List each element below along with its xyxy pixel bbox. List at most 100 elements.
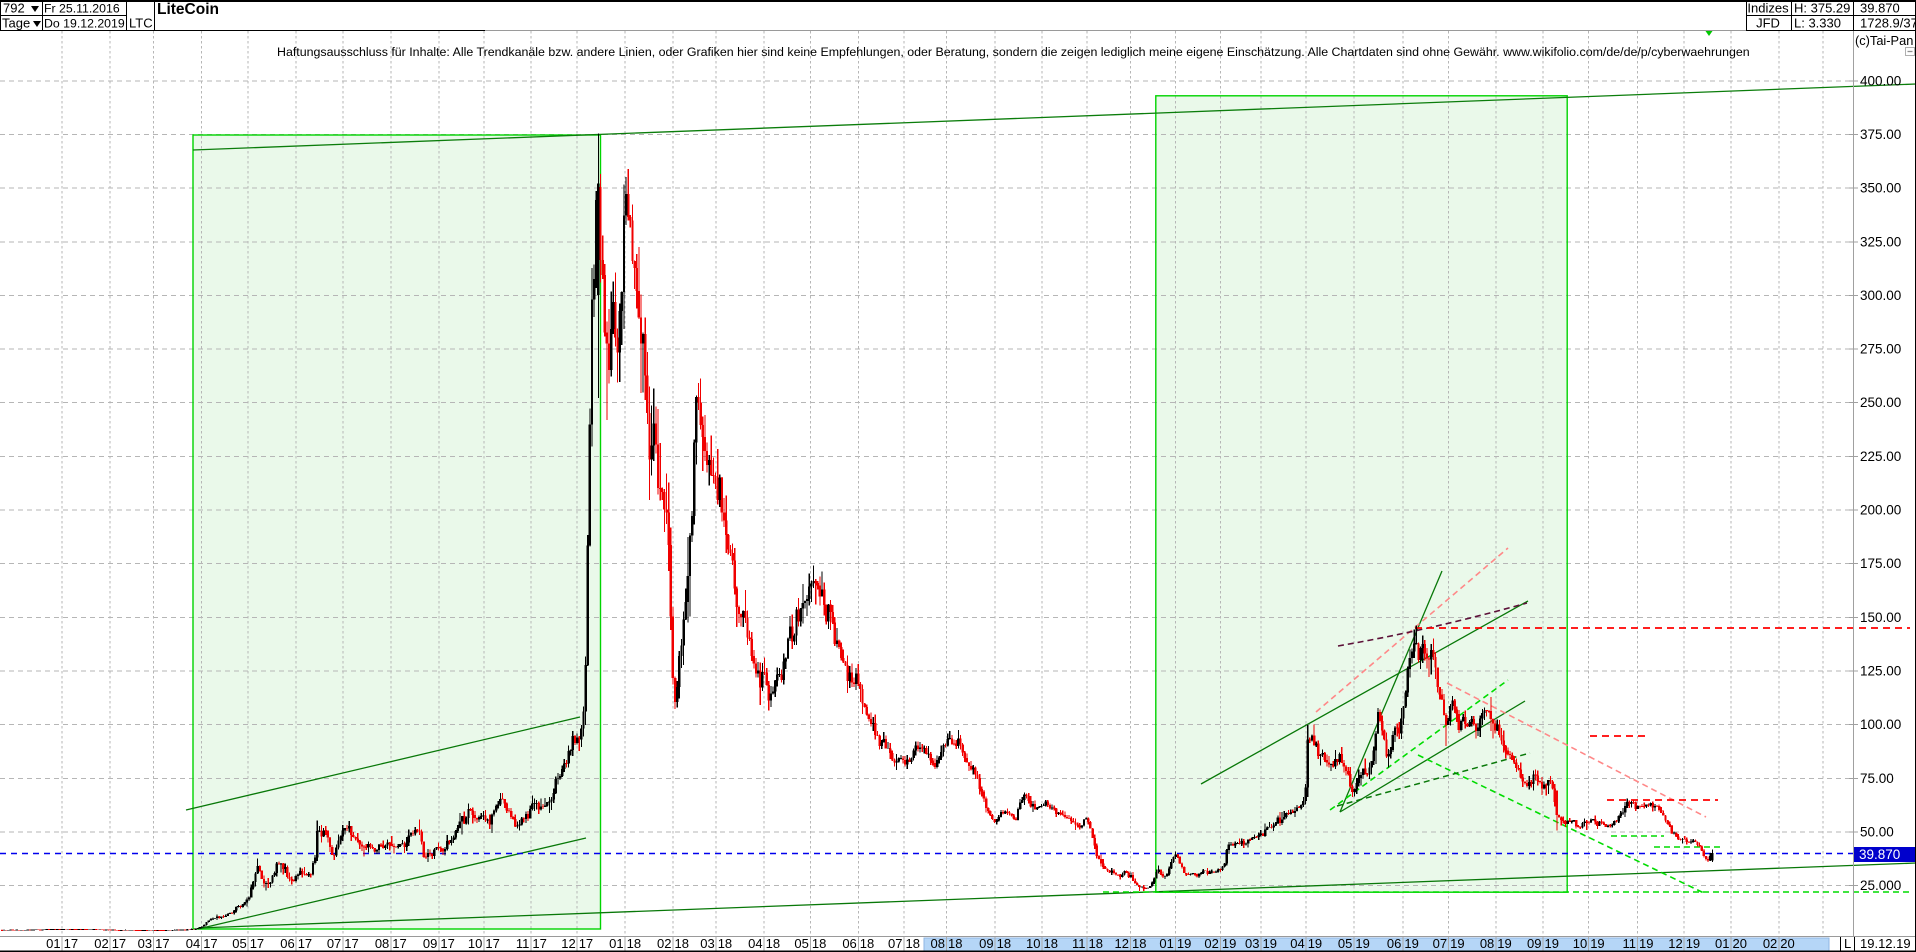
svg-text:01: 01 (1715, 936, 1729, 951)
svg-text:150.00: 150.00 (1860, 610, 1901, 625)
svg-text:05: 05 (1338, 936, 1352, 951)
svg-text:09: 09 (1527, 936, 1541, 951)
svg-text:792: 792 (3, 1, 25, 16)
svg-text:19: 19 (1222, 936, 1236, 951)
svg-text:19: 19 (1263, 936, 1277, 951)
svg-text:17: 17 (440, 936, 454, 951)
svg-text:LTC: LTC (129, 16, 153, 31)
svg-text:18: 18 (906, 936, 920, 951)
svg-text:18: 18 (948, 936, 962, 951)
svg-text:19: 19 (1450, 936, 1464, 951)
svg-text:11: 11 (1072, 936, 1086, 951)
svg-text:Haftungsausschluss für Inhalte: Haftungsausschluss für Inhalte: Alle Tre… (277, 45, 1750, 59)
svg-text:17: 17 (203, 936, 217, 951)
svg-text:17: 17 (112, 936, 126, 951)
svg-text:18: 18 (860, 936, 874, 951)
svg-text:19: 19 (1497, 936, 1511, 951)
svg-text:325.00: 325.00 (1860, 234, 1901, 249)
svg-text:18: 18 (1089, 936, 1103, 951)
svg-text:18: 18 (1132, 936, 1146, 951)
svg-text:25.000: 25.000 (1860, 878, 1901, 893)
svg-text:39.870: 39.870 (1859, 847, 1900, 862)
svg-text:19: 19 (1308, 936, 1322, 951)
svg-text:400.00: 400.00 (1860, 73, 1901, 88)
svg-text:05: 05 (232, 936, 246, 951)
svg-text:100.00: 100.00 (1860, 717, 1901, 732)
svg-text:02: 02 (94, 936, 108, 951)
svg-text:17: 17 (485, 936, 499, 951)
svg-text:18: 18 (1044, 936, 1058, 951)
svg-text:275.00: 275.00 (1860, 342, 1901, 357)
svg-text:01: 01 (46, 936, 60, 951)
svg-text:12: 12 (1115, 936, 1129, 951)
svg-text:75.00: 75.00 (1860, 771, 1894, 786)
svg-text:19.12.19: 19.12.19 (1860, 936, 1911, 951)
svg-text:09: 09 (423, 936, 437, 951)
svg-text:06: 06 (1387, 936, 1401, 951)
svg-text:11: 11 (516, 936, 530, 951)
svg-text:05: 05 (794, 936, 808, 951)
svg-text:250.00: 250.00 (1860, 395, 1901, 410)
svg-text:19: 19 (1639, 936, 1653, 951)
svg-text:20: 20 (1733, 936, 1747, 951)
svg-text:07: 07 (888, 936, 902, 951)
svg-text:09: 09 (979, 936, 993, 951)
svg-text:03: 03 (1245, 936, 1259, 951)
svg-text:(c)Tai-Pan: (c)Tai-Pan (1855, 33, 1913, 48)
svg-text:12: 12 (1668, 936, 1682, 951)
svg-text:18: 18 (675, 936, 689, 951)
svg-text:07: 07 (1433, 936, 1447, 951)
svg-text:19: 19 (1404, 936, 1418, 951)
svg-text:10: 10 (468, 936, 482, 951)
svg-text:07: 07 (327, 936, 341, 951)
svg-text:08: 08 (375, 936, 389, 951)
svg-text:L: L (1844, 936, 1851, 951)
svg-text:Indizes: Indizes (1747, 1, 1789, 16)
svg-text:03: 03 (138, 936, 152, 951)
svg-text:39.870: 39.870 (1860, 1, 1900, 16)
svg-text:Fr 25.11.2016: Fr 25.11.2016 (44, 2, 120, 16)
svg-text:12: 12 (561, 936, 575, 951)
svg-text:08: 08 (1480, 936, 1494, 951)
svg-text:LiteCoin: LiteCoin (157, 1, 219, 18)
svg-text:225.00: 225.00 (1860, 449, 1901, 464)
svg-text:18: 18 (766, 936, 780, 951)
svg-text:19: 19 (1686, 936, 1700, 951)
svg-text:18: 18 (997, 936, 1011, 951)
svg-text:200.00: 200.00 (1860, 503, 1901, 518)
svg-text:04: 04 (748, 936, 762, 951)
svg-text:18: 18 (718, 936, 732, 951)
svg-text:10: 10 (1026, 936, 1040, 951)
svg-text:Tage: Tage (2, 16, 30, 31)
svg-text:17: 17 (532, 936, 546, 951)
svg-text:04: 04 (186, 936, 200, 951)
svg-text:17: 17 (344, 936, 358, 951)
svg-text:01: 01 (609, 936, 623, 951)
svg-text:03: 03 (700, 936, 714, 951)
svg-text:08: 08 (931, 936, 945, 951)
svg-text:JFD: JFD (1756, 16, 1780, 31)
svg-text:17: 17 (298, 936, 312, 951)
svg-text:Do 19.12.2019: Do 19.12.2019 (44, 17, 125, 31)
svg-text:19: 19 (1590, 936, 1604, 951)
svg-text:L: 3.330: L: 3.330 (1794, 16, 1841, 31)
svg-text:20: 20 (1780, 936, 1794, 951)
svg-text:350.00: 350.00 (1860, 181, 1901, 196)
svg-text:06: 06 (842, 936, 856, 951)
svg-text:1728.9/377: 1728.9/377 (1860, 16, 1916, 31)
svg-text:300.00: 300.00 (1860, 288, 1901, 303)
svg-text:10: 10 (1573, 936, 1587, 951)
svg-text:19: 19 (1355, 936, 1369, 951)
svg-text:17: 17 (155, 936, 169, 951)
svg-text:02: 02 (1763, 936, 1777, 951)
svg-text:04: 04 (1290, 936, 1304, 951)
svg-text:375.00: 375.00 (1860, 127, 1901, 142)
svg-text:02: 02 (1204, 936, 1218, 951)
svg-text:17: 17 (250, 936, 264, 951)
svg-text:17: 17 (579, 936, 593, 951)
svg-text:H: 375.29: H: 375.29 (1794, 1, 1850, 16)
svg-text:50.00: 50.00 (1860, 824, 1894, 839)
svg-text:19: 19 (1177, 936, 1191, 951)
svg-text:17: 17 (392, 936, 406, 951)
svg-text:19: 19 (1545, 936, 1559, 951)
